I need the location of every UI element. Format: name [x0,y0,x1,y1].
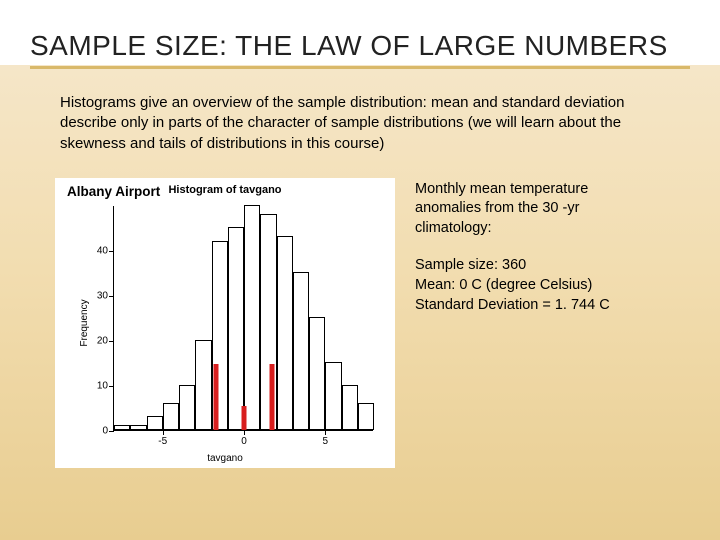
chart-xlabel: tavgano [207,453,243,464]
chart-ylabel: Frequency [79,299,90,346]
histogram-bar [114,425,130,430]
histogram-bar [163,403,179,430]
ytick-mark [109,296,114,297]
title-underline [30,66,690,69]
histogram-chart: Albany Airport Histogram of tavgano Freq… [55,178,395,468]
red-marker [270,364,275,430]
stat-line: Mean: 0 C (degree Celsius) [415,277,592,293]
ytick-mark [109,386,114,387]
desc-line: anomalies from the 30 -yr [415,200,579,216]
histogram-bar [277,236,293,430]
histogram-bar [130,425,146,430]
ytick-mark [109,341,114,342]
histogram-bar [293,272,309,430]
title-block: SAMPLE SIZE: THE LAW OF LARGE NUMBERS [0,0,720,75]
histogram-bar [325,362,341,430]
desc-line: climatology: [415,220,492,236]
histogram-bar [358,403,374,430]
histogram-bar [195,340,211,430]
slide-title: SAMPLE SIZE: THE LAW OF LARGE NUMBERS [30,30,690,62]
xtick-mark [244,430,245,435]
chart-title: Histogram of tavgano [168,184,281,196]
histogram-bar [179,385,195,430]
red-marker [213,364,218,430]
description-block: Monthly mean temperature anomalies from … [415,180,690,239]
histogram-bar [342,385,358,430]
histogram-bar [244,205,260,430]
right-text-column: Monthly mean temperature anomalies from … [415,178,690,468]
stat-line: Sample size: 360 [415,257,526,273]
desc-line: Monthly mean temperature [415,181,588,197]
histogram-bar [228,227,244,430]
body-paragraph: Histograms give an overview of the sampl… [60,93,680,154]
histogram-bar [147,416,163,430]
ytick-mark [109,251,114,252]
stats-block: Sample size: 360 Mean: 0 C (degree Celsi… [415,256,690,315]
xtick-mark [325,430,326,435]
plot-area: 010203040-505 [113,206,373,431]
body-paragraph-block: Histograms give an overview of the sampl… [0,75,720,164]
stat-line: Standard Deviation = 1. 744 C [415,297,610,313]
content-row: Albany Airport Histogram of tavgano Freq… [0,164,720,468]
xtick-mark [163,430,164,435]
histogram-bar [309,317,325,430]
red-marker [242,406,247,430]
chart-location-label: Albany Airport [67,184,160,199]
ytick-mark [109,431,114,432]
